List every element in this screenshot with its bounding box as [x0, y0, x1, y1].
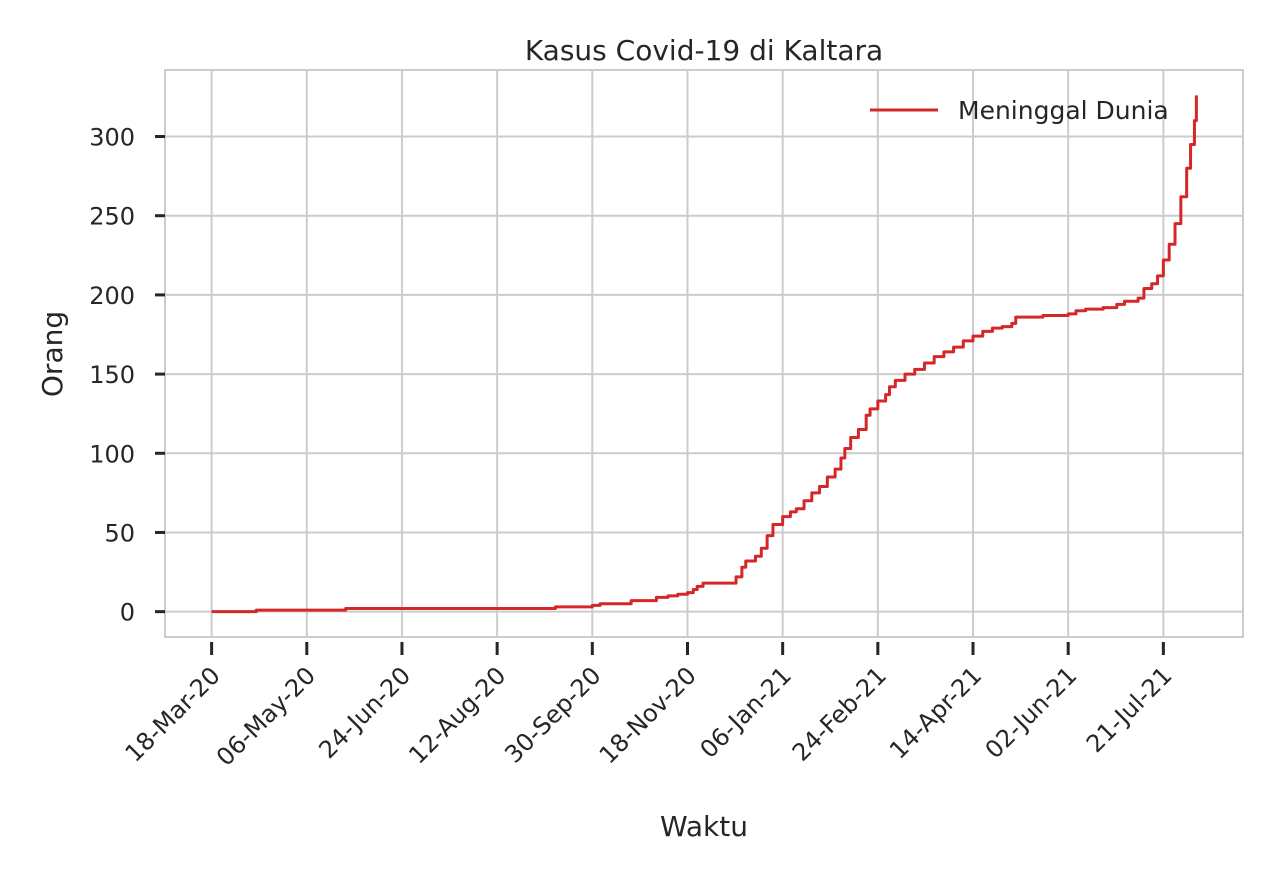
x-tick-label: 30-Sep-20: [499, 661, 606, 768]
y-tick-label: 250: [89, 203, 135, 231]
x-tick-label: 12-Aug-20: [403, 661, 511, 769]
x-tick-label: 02-Jun-21: [980, 661, 1083, 764]
series-layer: [211, 95, 1198, 614]
y-tick-label: 100: [89, 440, 135, 468]
y-tick-label: 150: [89, 361, 135, 389]
series-line-meninggal-dunia: [211, 95, 1198, 614]
x-tick-label: 24-Jun-20: [314, 661, 417, 764]
x-tick-label: 06-May-20: [211, 661, 321, 771]
y-tick-label: 50: [104, 519, 135, 547]
legend-label: Meninggal Dunia: [958, 96, 1169, 125]
x-axis-label: Waktu: [660, 810, 748, 843]
x-tick-label: 18-Nov-20: [594, 661, 702, 769]
axis-ticks: 05010015020025030018-Mar-2006-May-2024-J…: [89, 124, 1177, 772]
y-tick-label: 200: [89, 282, 135, 310]
x-tick-label: 06-Jan-21: [695, 661, 797, 763]
x-tick-label: 14-Apr-21: [884, 661, 987, 764]
y-tick-label: 300: [89, 124, 135, 152]
plot-area-frame: [164, 69, 1244, 638]
y-axis-label: Orang: [36, 311, 69, 397]
y-tick-label: 0: [120, 599, 135, 627]
chart-title: Kasus Covid-19 di Kaltara: [525, 34, 883, 67]
legend: Meninggal Dunia: [870, 96, 1169, 125]
grid: [165, 70, 1243, 637]
x-tick-label: 24-Feb-21: [787, 661, 892, 766]
x-tick-label: 21-Jul-21: [1081, 661, 1178, 758]
